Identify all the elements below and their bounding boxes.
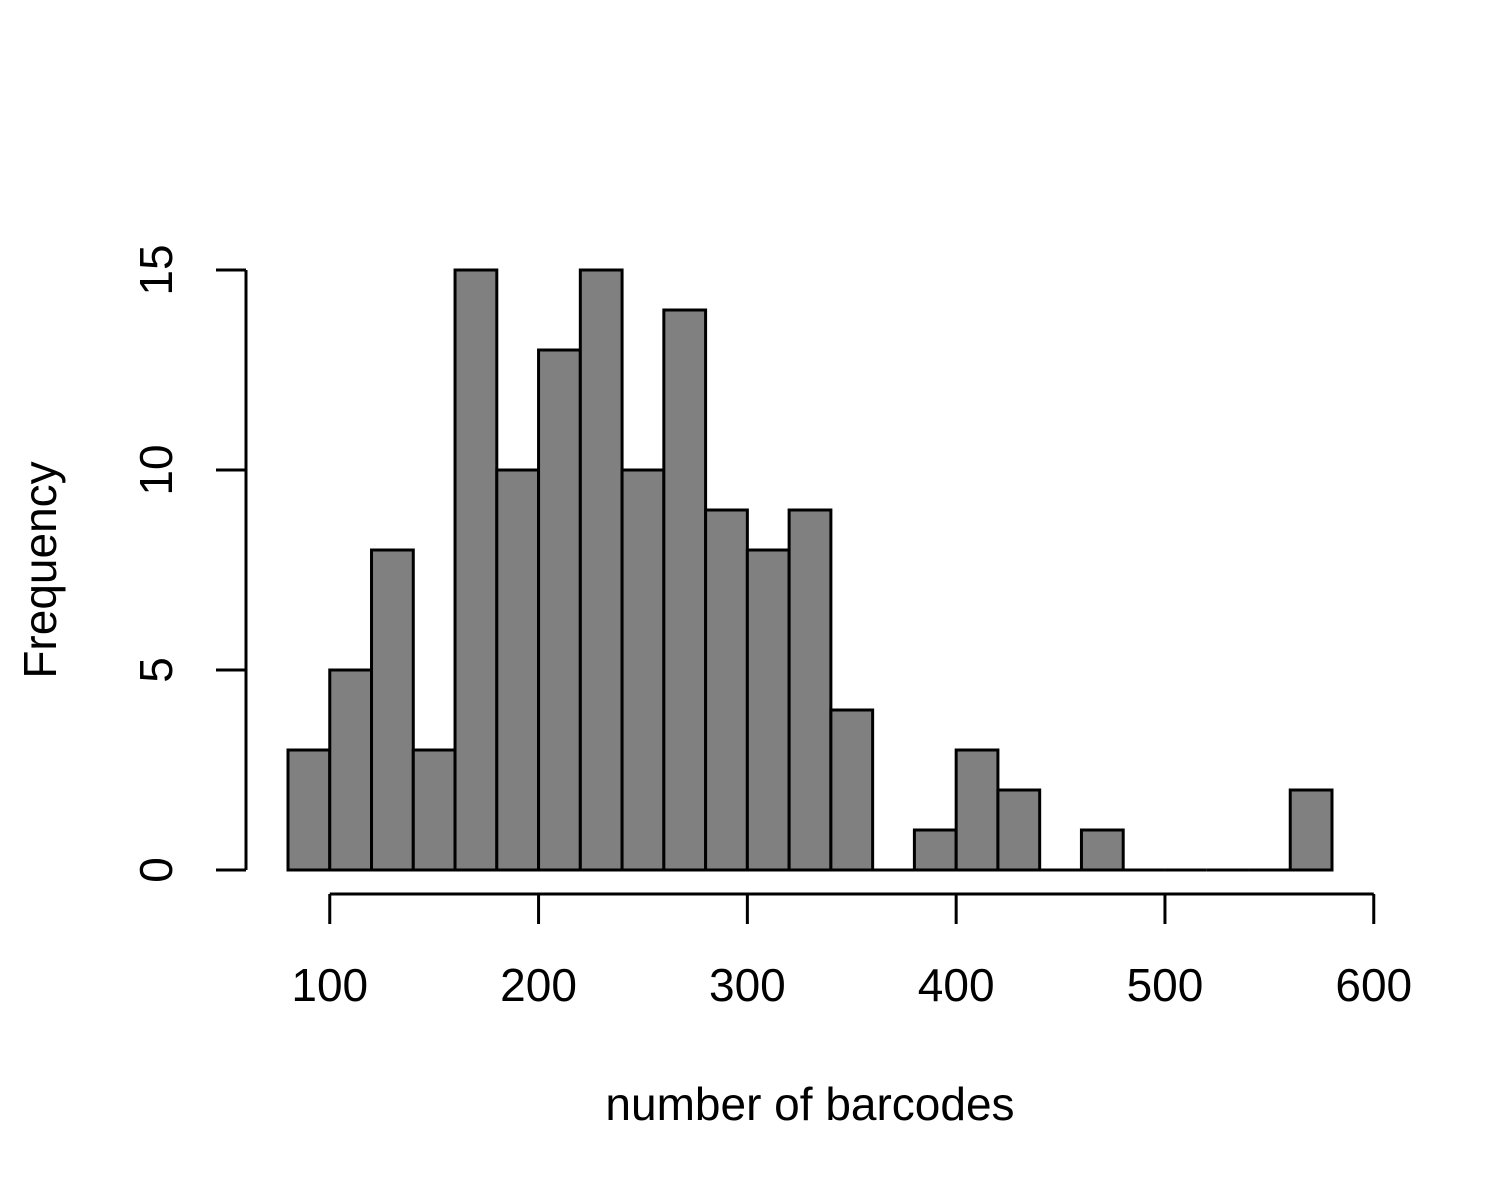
histogram-bar-1 <box>328 668 374 872</box>
histogram-bar-15 <box>912 828 958 872</box>
histogram-bar-19 <box>1079 828 1125 872</box>
histogram-bar-11 <box>745 548 791 872</box>
y-tick-label-1: 5 <box>130 657 182 683</box>
histogram-bar-10 <box>704 508 749 872</box>
histogram-bar-2 <box>370 548 415 872</box>
x-tick-label-0: 100 <box>291 959 368 1011</box>
histogram-bar-9 <box>662 308 708 872</box>
histogram-bars <box>286 268 1334 872</box>
histogram-bar-16 <box>954 748 1000 872</box>
y-tick-label-0: 0 <box>130 857 182 883</box>
histogram-bar-4 <box>453 268 499 872</box>
y-tick-label-2: 10 <box>130 444 182 495</box>
x-tick-label-3: 400 <box>918 959 995 1011</box>
histogram-bar-6 <box>537 348 582 872</box>
x-tick-label-5: 600 <box>1335 959 1412 1011</box>
histogram-bar-24 <box>1288 788 1334 872</box>
y-axis: 0 5 10 15 <box>130 244 248 883</box>
histogram-bar-0 <box>286 748 332 872</box>
y-tick-label-3: 15 <box>130 244 182 295</box>
x-axis: 100 200 300 400 500 600 <box>291 892 1412 1011</box>
histogram-bar-8 <box>620 468 666 872</box>
x-tick-label-2: 300 <box>709 959 786 1011</box>
histogram-bar-7 <box>578 268 624 872</box>
histogram-bar-12 <box>787 508 833 872</box>
y-axis-title: Frequency <box>14 461 66 678</box>
histogram-bar-13 <box>829 708 875 872</box>
x-tick-label-4: 500 <box>1127 959 1204 1011</box>
x-axis-title: number of barcodes <box>605 1078 1014 1130</box>
histogram-bar-17 <box>996 788 1042 872</box>
histogram-bar-5 <box>495 468 541 872</box>
histogram-bar-3 <box>411 748 457 872</box>
x-tick-label-1: 200 <box>500 959 577 1011</box>
